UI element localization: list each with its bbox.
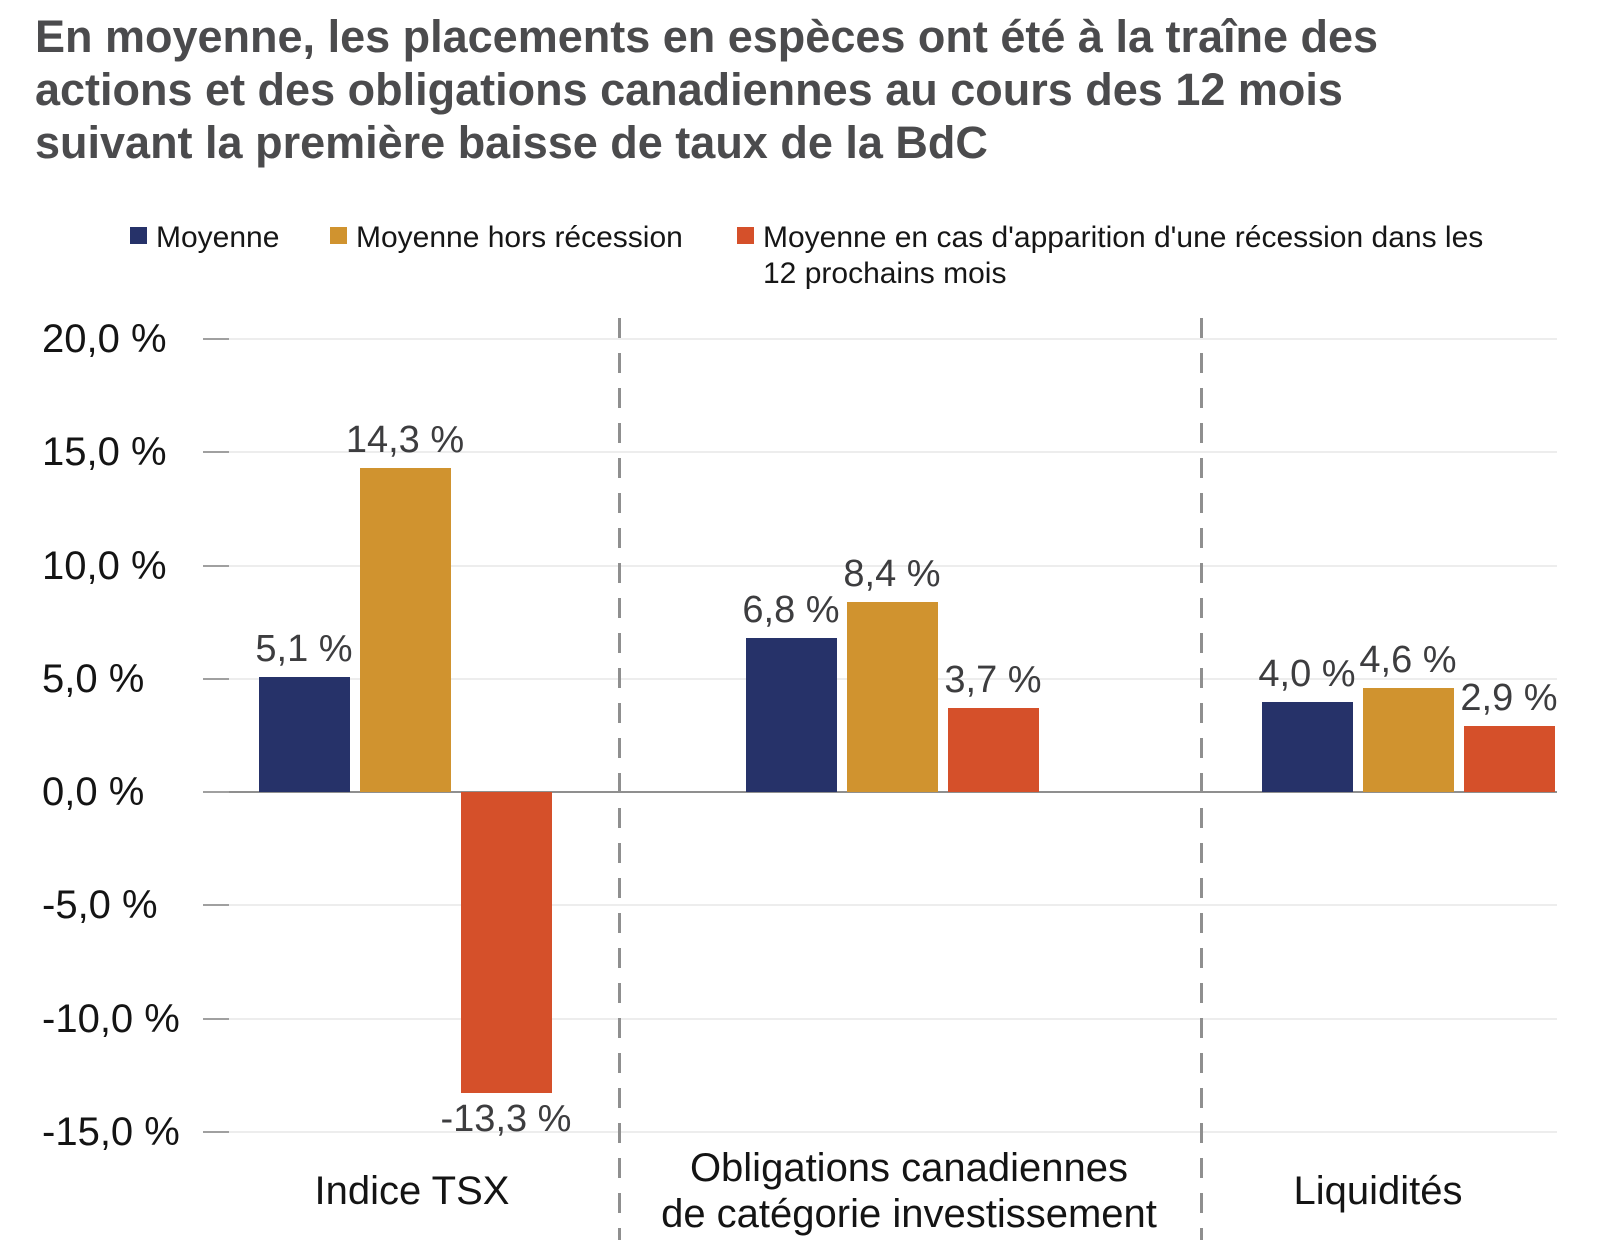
bar-value-label: 6,8 % [742, 589, 840, 632]
y-axis-tick [203, 677, 229, 680]
legend-label-moyenne-hors-recession: Moyenne hors récession [356, 221, 683, 254]
gridline [207, 564, 1557, 567]
legend-item-moyenne: Moyenne [130, 220, 279, 256]
bar-value-label: 2,9 % [1460, 677, 1558, 720]
bar-moyenne-0 [258, 676, 350, 793]
y-axis-tick [203, 1131, 229, 1133]
y-axis-tick [203, 338, 229, 340]
gridline [207, 904, 1557, 907]
legend-swatch-moyenne-hors-recession-icon [330, 227, 347, 244]
gridline [207, 1131, 1557, 1133]
legend-item-moyenne-hors-recession: Moyenne hors récession [330, 220, 683, 256]
y-axis-label: -15,0 % [42, 1110, 180, 1154]
bar-moyenne-1 [745, 638, 837, 793]
y-axis-tick [203, 904, 229, 907]
y-axis-label: 20,0 % [42, 317, 167, 361]
chart-title-line-3: suivant la première baisse de taux de la… [35, 117, 988, 168]
y-axis-tick [203, 451, 229, 454]
y-axis-label: 15,0 % [42, 430, 167, 475]
bar-value-label: 5,1 % [255, 627, 353, 670]
y-axis-tick [203, 564, 229, 567]
chart-title: En moyenne, les placements en espèces on… [35, 10, 1535, 169]
y-axis-label: 10,0 % [42, 543, 167, 588]
bar-value-label: -13,3 % [440, 1098, 572, 1141]
bar-moyenne-recession-1 [947, 708, 1039, 793]
legend-item-moyenne-recession: Moyenne en cas d'apparition d'une récess… [737, 220, 1512, 292]
legend-label-moyenne: Moyenne [156, 221, 280, 254]
category-label-2: Liquidités [1293, 1169, 1463, 1213]
gridline [207, 1017, 1557, 1020]
bar-value-label: 4,0 % [1258, 652, 1356, 695]
zero-axis-line [207, 791, 1557, 794]
bar-moyenne-recession-0 [460, 792, 552, 1094]
bar-value-label: 14,3 % [345, 419, 465, 462]
legend-swatch-moyenne-recession-icon [737, 227, 754, 244]
category-label-1: Obligations canadiennes de catégorie inv… [661, 1146, 1157, 1236]
bar-moyenne-hors-recession-1 [846, 601, 938, 793]
chart-title-line-2: actions et des obligations canadiennes a… [35, 64, 1343, 115]
bar-value-label: 3,7 % [944, 659, 1042, 702]
bar-moyenne-hors-recession-0 [359, 468, 451, 793]
y-axis-label: -10,0 % [42, 996, 180, 1041]
plot-area: 5,1 % 6,8 % 4,0 % 14,3 % 8,4 % 4,6 % -13,3 % 3,… [203, 318, 1558, 1240]
group-separator [1200, 318, 1203, 1240]
y-axis-label: -5,0 % [42, 883, 158, 928]
bar-moyenne-hors-recession-2 [1362, 687, 1454, 793]
y-axis-label: 0,0 % [42, 770, 145, 815]
group-separator [618, 318, 621, 1240]
category-label-0: Indice TSX [314, 1169, 510, 1213]
bar-moyenne-2 [1261, 701, 1353, 793]
bar-value-label: 4,6 % [1359, 638, 1457, 681]
legend-label-moyenne-recession: Moyenne en cas d'apparition d'une récess… [763, 221, 1484, 290]
gridline [207, 338, 1557, 340]
gridline [207, 451, 1557, 454]
legend-swatch-moyenne-icon [130, 227, 147, 244]
y-axis-tick [203, 791, 229, 794]
y-axis-tick [203, 1017, 229, 1020]
bar-value-label: 8,4 % [843, 552, 941, 595]
y-axis-label: 5,0 % [42, 656, 145, 701]
chart-title-line-1: En moyenne, les placements en espèces on… [35, 11, 1379, 62]
bar-moyenne-recession-2 [1463, 726, 1555, 793]
